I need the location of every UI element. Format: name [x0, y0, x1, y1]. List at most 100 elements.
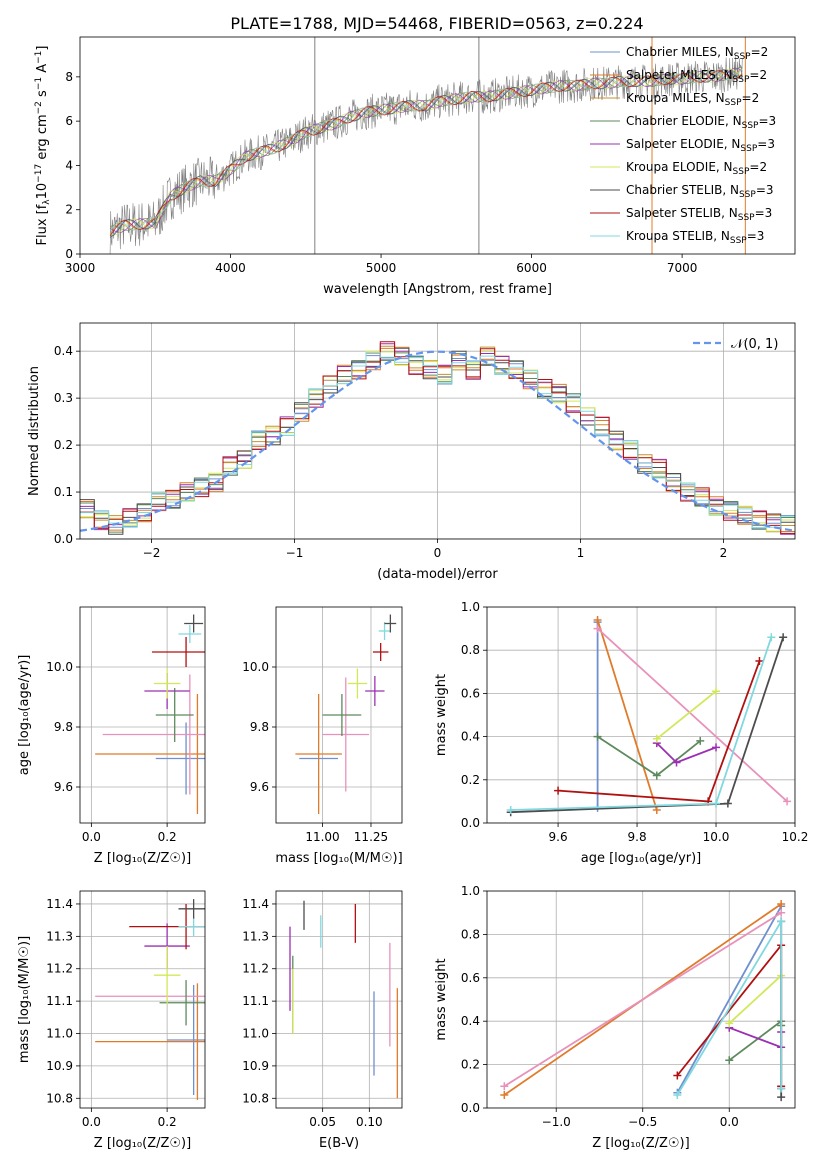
weight-line: [597, 735, 701, 777]
plus-marker: [755, 657, 764, 665]
axes-frame: [486, 606, 796, 824]
legend-label: 𝒩(0, 1): [731, 337, 778, 352]
y-tick-label: 4: [65, 158, 73, 172]
x-tick-label: 3000: [65, 261, 96, 275]
y-tick-label: 10.8: [46, 1091, 73, 1105]
legend-label: Salpeter STELIB, NSSP=3: [626, 206, 772, 223]
x-tick-label: 6000: [516, 261, 547, 275]
error-point: [153, 668, 181, 699]
plot-area: [80, 891, 205, 1108]
plot-area: [487, 891, 795, 1108]
panel-weight-vs-z: −1.0 −0.5 0.0 0.0 0.2 0.4 0.6 0.8 1.0 Z [log₁₀(Z/…: [434, 884, 796, 1151]
plus-marker: [777, 917, 786, 926]
error-point: [95, 694, 205, 814]
y-tick-label: 10.0: [46, 660, 73, 674]
x-axis-label: mass [log₁₀(M/M☉)]: [275, 851, 402, 866]
model-spectrum-line: [110, 66, 743, 231]
y-tick-label: 0.6: [461, 971, 480, 985]
legend-label: Kroupa ELODIE, NSSP=2: [626, 160, 767, 177]
weight-line: [656, 690, 717, 740]
y-tick-label: 11.2: [242, 962, 269, 976]
y-axis-label: mass weight: [434, 674, 449, 756]
error-point: [295, 694, 342, 814]
x-axis-label: (data-model)/error: [377, 567, 498, 582]
error-point: [155, 722, 205, 795]
y-axis-label: Normed distribution: [27, 366, 42, 496]
plus-marker: [652, 806, 661, 815]
x-tick-label: 11.25: [354, 830, 388, 844]
x-tick-label: 0.2: [158, 1115, 177, 1129]
y-axis-label: mass weight: [434, 958, 449, 1040]
plus-marker: [673, 1071, 682, 1080]
y-axis-label: mass [log₁₀(M/M☉)]: [17, 936, 32, 1063]
x-tick-label: −1.0: [542, 1115, 571, 1129]
weight-line: [558, 660, 761, 803]
weight-line: [676, 905, 782, 1094]
error-point: [322, 677, 370, 792]
plus-marker: [554, 786, 563, 795]
y-tick-label: 0.8: [461, 643, 480, 657]
y-tick-label: 0.1: [54, 485, 73, 499]
legend-label: Salpeter MILES, NSSP=2: [626, 68, 767, 85]
y-tick-label: 11.3: [46, 929, 73, 943]
error-point: [102, 674, 205, 795]
x-tick-label: 0.10: [356, 1115, 383, 1129]
plus-marker: [767, 633, 776, 642]
x-tick-label: −0.5: [628, 1115, 657, 1129]
error-point: [378, 622, 391, 640]
x-axis-label: age [log₁₀(age/yr)]: [581, 851, 702, 866]
normal-curve: [80, 350, 795, 532]
plus-marker: [593, 732, 602, 741]
y-tick-label: 11.3: [242, 929, 269, 943]
y-axis-label: Flux [fλ10−17 erg cm−2 s−1 A−1]: [34, 46, 52, 246]
plus-marker: [500, 1082, 509, 1091]
plot-area: [80, 607, 205, 823]
plus-marker: [672, 758, 681, 767]
x-tick-label: 0.05: [309, 1115, 336, 1129]
error-point: [151, 637, 205, 667]
weight-line: [503, 911, 782, 1088]
plus-marker: [783, 797, 792, 806]
y-tick-label: 11.2: [46, 962, 73, 976]
x-tick-label: 0.0: [82, 1115, 101, 1129]
x-tick-label: 10.0: [703, 830, 730, 844]
plus-marker: [777, 908, 786, 917]
plot-area: [109, 37, 746, 254]
y-tick-label: 11.0: [242, 1027, 269, 1041]
plus-marker: [506, 806, 515, 815]
plus-marker: [777, 1084, 786, 1093]
plot-area: [276, 891, 402, 1108]
y-tick-label: 1.0: [461, 884, 480, 898]
y-tick-label: 9.6: [250, 780, 269, 794]
panel-mass-vs-z: 0.0 0.2 10.8 10.9 11.0 11.1 11.2 11.3 11.4 Z [log…: [17, 890, 206, 1151]
legend: Chabrier MILES, NSSP=2 Salpeter MILES, NS…: [590, 45, 776, 246]
panel-age-vs-mass: 11.00 11.25 9.6 9.8 10.0 mass [log₁₀(M/M☉)]: [242, 606, 403, 866]
y-tick-label: 10.8: [242, 1091, 269, 1105]
y-tick-label: 9.8: [250, 720, 269, 734]
y-tick-label: 0.0: [461, 816, 480, 830]
x-tick-label: 2: [720, 546, 728, 560]
y-axis-label: age [log₁₀(age/yr)]: [17, 655, 32, 776]
axes-frame: [79, 890, 206, 1109]
y-tick-label: 8: [65, 70, 73, 84]
x-tick-label: 5000: [366, 261, 397, 275]
x-axis-label: E(B-V): [319, 1136, 359, 1151]
y-tick-label: 11.1: [242, 994, 269, 1008]
legend-label: Chabrier STELIB, NSSP=3: [626, 183, 774, 200]
x-tick-label: 7000: [667, 261, 698, 275]
plus-marker: [725, 1056, 734, 1065]
plot-area: [80, 323, 795, 539]
x-tick-label: 10.2: [782, 830, 809, 844]
y-tick-label: 10.9: [46, 1059, 73, 1073]
histogram-line: [80, 352, 795, 529]
x-axis-label: Z [log₁₀(Z/Z☉)]: [94, 1136, 191, 1151]
y-tick-label: 0.4: [54, 344, 73, 358]
y-tick-label: 0.2: [461, 1058, 480, 1072]
x-axis-label: Z [log₁₀(Z/Z☉)]: [592, 1136, 689, 1151]
error-point: [155, 688, 194, 742]
x-axis-label: Z [log₁₀(Z/Z☉)]: [94, 851, 191, 866]
observed-spectrum: [109, 56, 743, 254]
y-tick-label: 1.0: [461, 600, 480, 614]
x-tick-label: −1: [286, 546, 304, 560]
